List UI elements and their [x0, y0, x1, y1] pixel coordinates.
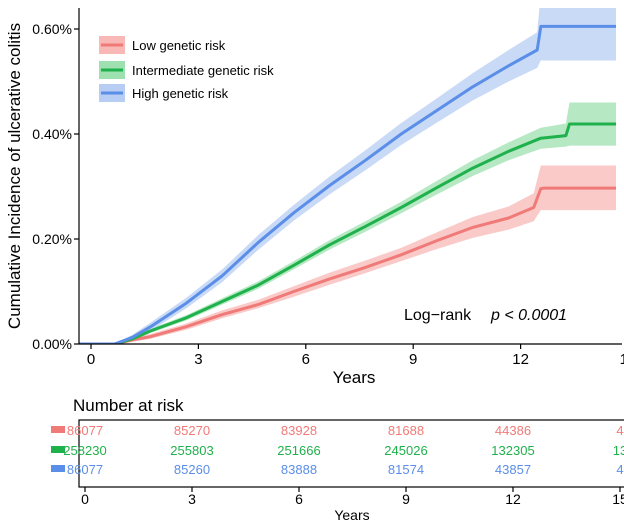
- p-value-label: p < 0.0001: [490, 307, 567, 324]
- risk-count: 255803: [170, 443, 213, 458]
- risk-count: 81688: [388, 423, 424, 438]
- risk-count: 258230: [63, 443, 106, 458]
- x-tick-label: 6: [302, 351, 310, 368]
- risk-count: 44386: [495, 423, 531, 438]
- ci-band-low: [79, 165, 616, 344]
- risk-table-x-axis-label: Years: [334, 507, 369, 523]
- plot-area: 0.00% 0.20% 0.40% 0.60% 0 3 6 9 12 15: [32, 8, 624, 368]
- y-tick-label: 0.20%: [32, 231, 72, 247]
- risk-count: 43857: [495, 462, 531, 477]
- series-line-low: [79, 186, 616, 344]
- x-axis-label: Years: [333, 368, 376, 387]
- risk-count: 245026: [384, 443, 427, 458]
- risk-count: 85270: [174, 423, 210, 438]
- x-tick-label: 15: [620, 351, 624, 368]
- x-tick-label: 12: [512, 351, 529, 368]
- risk-count: 86077: [67, 462, 103, 477]
- x-tick-label: 3: [194, 351, 202, 368]
- series-line-intermediate: [79, 122, 616, 344]
- x-tick-label: 0: [87, 351, 95, 368]
- y-tick-label: 0.00%: [32, 336, 72, 352]
- risk-count: 86077: [67, 423, 103, 438]
- risk-count: 81574: [388, 462, 424, 477]
- y-tick-label: 0.60%: [32, 21, 72, 37]
- risk-table-title: Number at risk: [73, 396, 184, 415]
- risk-count: 251666: [277, 443, 320, 458]
- legend-label-high: High genetic risk: [132, 86, 229, 101]
- risk-table-x-tick-label: 6: [295, 491, 303, 507]
- y-tick-label: 0.40%: [32, 126, 72, 142]
- risk-row-swatch-intermediate: [51, 446, 65, 453]
- risk-count: 83928: [281, 423, 317, 438]
- risk-count: 83888: [281, 462, 317, 477]
- risk-table-x-tick-label: 0: [81, 491, 89, 507]
- risk-table-x-tick-label: 12: [505, 491, 521, 507]
- x-tick-label: 9: [409, 351, 417, 368]
- risk-count: 13: [613, 443, 624, 458]
- risk-row-swatch-low: [51, 426, 65, 433]
- series-line-high: [79, 24, 616, 344]
- risk-count: 4: [616, 423, 623, 438]
- risk-row-swatch-high: [51, 465, 65, 472]
- legend-label-low: Low genetic risk: [132, 38, 226, 53]
- legend-label-intermediate: Intermediate genetic risk: [132, 63, 274, 78]
- risk-count: 4: [616, 462, 623, 477]
- y-axis-label: Cumulative Incidence of ulcerative colit…: [5, 23, 24, 329]
- risk-table-x-tick-label: 9: [402, 491, 410, 507]
- risk-table-x-tick-label: 3: [188, 491, 196, 507]
- risk-table-box: [78, 419, 624, 488]
- risk-count: 132305: [491, 443, 534, 458]
- log-rank-label: Log−rank: [404, 307, 472, 324]
- risk-count: 85260: [174, 462, 210, 477]
- legend: Low genetic risk Intermediate genetic ri…: [99, 36, 274, 102]
- ci-band-high: [79, 8, 616, 344]
- risk-table-x-tick-label: 15: [612, 491, 624, 507]
